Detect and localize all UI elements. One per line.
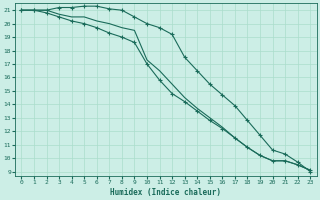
X-axis label: Humidex (Indice chaleur): Humidex (Indice chaleur) <box>110 188 221 197</box>
